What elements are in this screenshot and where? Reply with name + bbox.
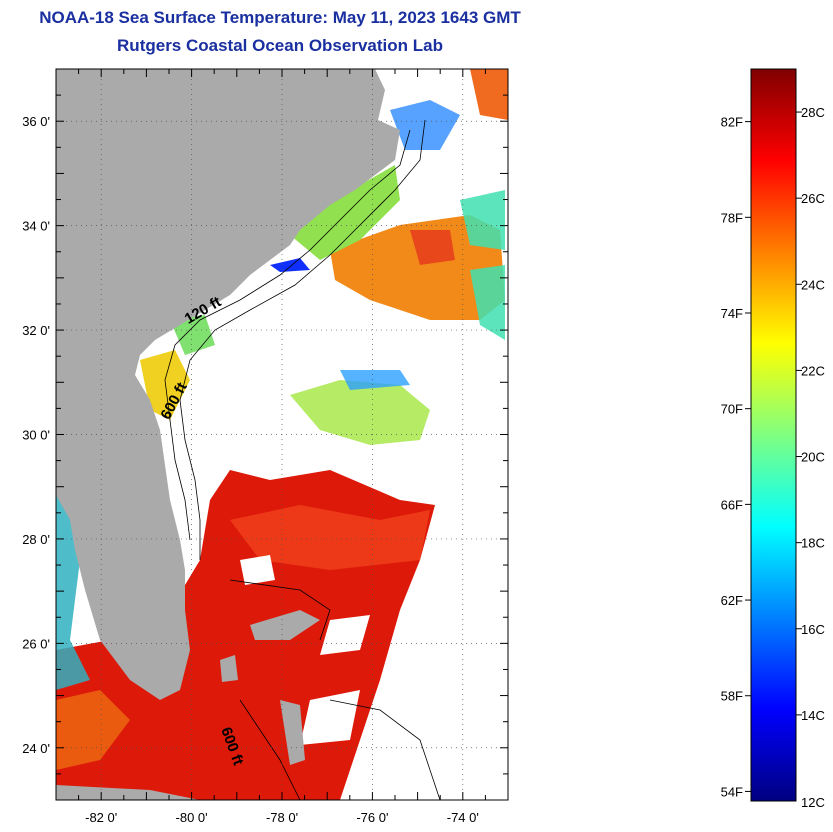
sst-shelf-green <box>290 165 400 260</box>
graticule <box>56 69 508 800</box>
sst-offshore-red <box>410 230 455 265</box>
colorbar-f-label: 62F <box>721 593 743 608</box>
colorbar-c-label: 28C <box>801 105 825 120</box>
sst-gulf-mix <box>56 690 130 770</box>
sst-orange-band <box>230 505 430 570</box>
map-title: NOAA-18 Sea Surface Temperature: May 11,… <box>39 8 521 27</box>
colorbar-c-label: 22C <box>801 363 825 378</box>
colorbar-f-label: 54F <box>721 784 743 799</box>
sst-gulf-cool <box>56 490 90 690</box>
map-field <box>56 69 508 800</box>
lat-tick-label: 30 0' <box>22 428 50 443</box>
colorbar-c-label: 26C <box>801 191 825 206</box>
sst-central-blue <box>340 370 410 390</box>
land-mass <box>56 69 400 700</box>
colorbar-f-label: 82F <box>721 115 743 130</box>
sst-cold-shelf <box>270 258 310 272</box>
lat-tick-label: 28 0' <box>22 532 50 547</box>
lon-tick-label: -78 0' <box>266 810 298 825</box>
colorbar <box>750 68 797 802</box>
sst-central-patches <box>290 380 430 445</box>
lat-tick-label: 32 0' <box>22 323 50 338</box>
lat-tick-label: 24 0' <box>22 741 50 756</box>
lon-tick-label: -74 0' <box>447 810 479 825</box>
colorbar-c-label: 14C <box>801 708 825 723</box>
colorbar-labels: 28C 26C 24C 22C 20C 18C 16C 14C 12C 82F 78F 74F 70F 6… <box>721 105 825 810</box>
colorbar-f-label: 78F <box>721 210 743 225</box>
lon-tick-label: -76 0' <box>356 810 388 825</box>
cloud-gap <box>240 555 370 745</box>
colorbar-c-label: 18C <box>801 536 825 551</box>
colorbar-f-label: 74F <box>721 306 743 321</box>
colorbar-f-label: 70F <box>721 402 743 417</box>
colorbar-c-label: 24C <box>801 277 825 292</box>
colorbar-c-label: 12C <box>801 795 825 810</box>
sst-coastal-yellow <box>140 350 190 420</box>
lat-tick-label: 34 0' <box>22 219 50 234</box>
lat-tick-label: 26 0' <box>22 636 50 651</box>
sst-coastal-green <box>170 315 215 355</box>
cuba-coast <box>56 785 200 800</box>
contour-600ft <box>179 119 426 560</box>
contour-120ft <box>164 129 411 541</box>
bahamas-islands <box>220 610 320 765</box>
lat-tick-label: 36 0' <box>22 114 50 129</box>
sst-gulfstream-cyan <box>460 190 505 340</box>
colorbar-c-label: 16C <box>801 622 825 637</box>
map-axes: 36 0' 34 0' 32 0' 30 0' 28 0' 26 0' 24 0' -82 0… <box>22 68 509 825</box>
sst-north-orange <box>470 69 508 120</box>
sst-offshore-orange <box>330 215 505 320</box>
colorbar-f-label: 66F <box>721 497 743 512</box>
colorbar-f-label: 58F <box>721 689 743 704</box>
colorbar-c-label: 20C <box>801 450 825 465</box>
lon-tick-label: -80 0' <box>176 810 208 825</box>
contour-bahamas <box>229 579 441 800</box>
map-subtitle: Rutgers Coastal Ocean Observation Lab <box>117 36 443 55</box>
lon-tick-label: -82 0' <box>85 810 117 825</box>
